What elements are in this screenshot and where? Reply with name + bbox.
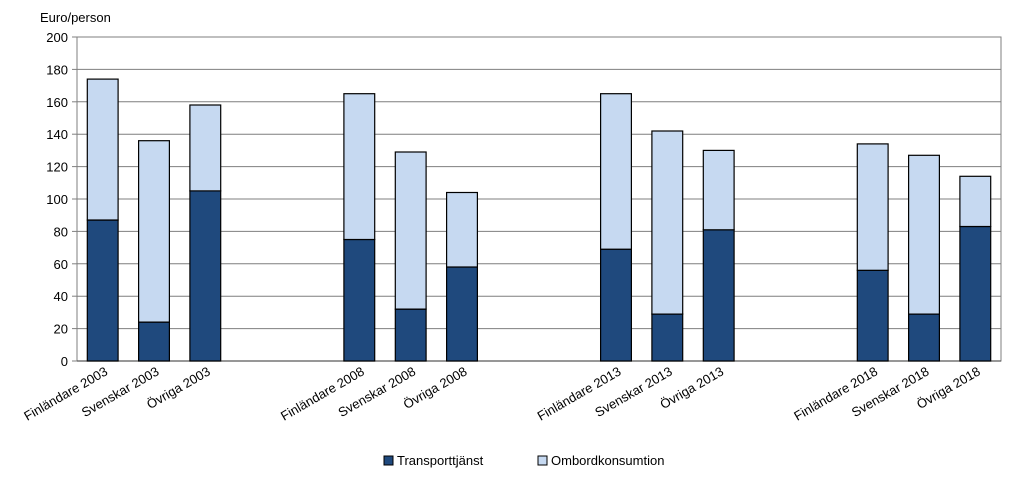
bar-segment-ombordkonsumtion bbox=[601, 94, 632, 250]
legend-label: Ombordkonsumtion bbox=[551, 453, 664, 468]
legend-swatch bbox=[384, 456, 393, 465]
bar-segment-transporttjanst bbox=[703, 230, 734, 361]
y-tick-label: 80 bbox=[54, 224, 68, 239]
y-tick-label: 140 bbox=[46, 127, 68, 142]
bar-segment-transporttjanst bbox=[652, 314, 683, 361]
y-tick-label: 180 bbox=[46, 62, 68, 77]
bar-segment-ombordkonsumtion bbox=[139, 141, 170, 322]
bar-segment-ombordkonsumtion bbox=[857, 144, 888, 270]
y-tick-label: 0 bbox=[61, 354, 68, 369]
bar-segment-transporttjanst bbox=[447, 267, 478, 361]
y-tick-label: 200 bbox=[46, 30, 68, 45]
bar-segment-ombordkonsumtion bbox=[447, 193, 478, 268]
bar-segment-transporttjanst bbox=[139, 322, 170, 361]
bar-segment-ombordkonsumtion bbox=[652, 131, 683, 314]
bar-segment-transporttjanst bbox=[87, 220, 118, 361]
x-tick-label: Finländare 2013 bbox=[535, 364, 624, 424]
bar-segment-transporttjanst bbox=[395, 309, 426, 361]
bar-segment-ombordkonsumtion bbox=[909, 155, 940, 314]
bar-segment-transporttjanst bbox=[601, 249, 632, 361]
bar-segment-transporttjanst bbox=[909, 314, 940, 361]
legend-label: Transporttjänst bbox=[397, 453, 484, 468]
y-tick-label: 120 bbox=[46, 160, 68, 175]
bar-segment-transporttjanst bbox=[190, 191, 221, 361]
y-tick-label: 60 bbox=[54, 257, 68, 272]
bar-segment-ombordkonsumtion bbox=[344, 94, 375, 240]
x-tick-label: Finländare 2003 bbox=[21, 364, 110, 424]
legend-swatch bbox=[538, 456, 547, 465]
bar-segment-ombordkonsumtion bbox=[395, 152, 426, 309]
x-tick-label: Finländare 2008 bbox=[278, 364, 367, 424]
bar-segment-ombordkonsumtion bbox=[960, 176, 991, 226]
bar-segment-ombordkonsumtion bbox=[190, 105, 221, 191]
y-tick-label: 100 bbox=[46, 192, 68, 207]
bar-segment-transporttjanst bbox=[857, 270, 888, 361]
y-tick-label: 40 bbox=[54, 289, 68, 304]
x-tick-label: Finländare 2018 bbox=[791, 364, 880, 424]
y-tick-label: 160 bbox=[46, 95, 68, 110]
y-tick-label: 20 bbox=[54, 322, 68, 337]
bar-segment-transporttjanst bbox=[344, 240, 375, 362]
bar-segment-ombordkonsumtion bbox=[703, 150, 734, 229]
bar-segment-transporttjanst bbox=[960, 227, 991, 362]
y-axis-label: Euro/person bbox=[40, 10, 111, 25]
bar-segment-ombordkonsumtion bbox=[87, 79, 118, 220]
